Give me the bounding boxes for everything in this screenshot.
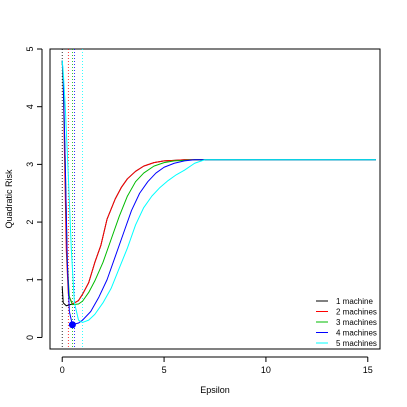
y-tick-label: 1 — [25, 277, 35, 282]
y-tick-label: 4 — [25, 104, 35, 109]
y-tick-label: 3 — [25, 162, 35, 167]
series-group — [61, 60, 376, 326]
x-axis: 0 5 10 15 — [60, 356, 373, 375]
y-tick-label: 2 — [25, 220, 35, 225]
legend-label: 3 machines — [336, 318, 377, 327]
x-tick-label: 0 — [60, 365, 65, 375]
marker-group — [68, 321, 76, 329]
legend-label: 4 machines — [336, 329, 377, 338]
x-tick-label: 5 — [162, 365, 167, 375]
x-tick-label: 15 — [363, 365, 373, 375]
x-axis-label: Epsilon — [200, 385, 230, 395]
legend-label: 2 machines — [336, 308, 377, 317]
series-line — [61, 60, 376, 305]
series-line — [61, 159, 376, 307]
min-risk-point — [68, 321, 76, 329]
y-tick-label: 5 — [25, 46, 35, 51]
y-tick-label: 0 — [25, 335, 35, 340]
y-axis: 0 1 2 3 4 5 — [25, 46, 43, 340]
y-axis-label: Quadratic Risk — [4, 169, 14, 229]
series-line — [61, 60, 376, 323]
plot-frame — [49, 48, 381, 350]
x-tick-label: 10 — [261, 365, 271, 375]
legend-label: 5 machines — [336, 339, 377, 348]
series-line — [61, 60, 376, 326]
legend-label: 1 machine — [336, 297, 373, 306]
series-line — [61, 60, 376, 306]
